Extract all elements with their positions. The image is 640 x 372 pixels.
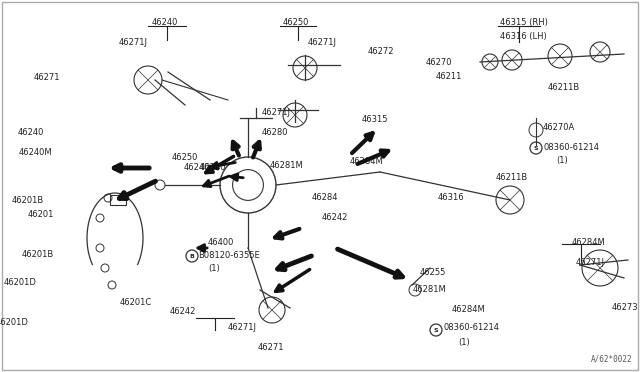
Text: 46272: 46272 [368, 48, 394, 57]
Text: 46240M: 46240M [19, 148, 52, 157]
Text: (1): (1) [458, 337, 470, 346]
Text: 46284M: 46284M [452, 305, 486, 314]
Text: 46280: 46280 [262, 128, 289, 137]
Text: 46284M: 46284M [572, 238, 605, 247]
Text: 46201B: 46201B [12, 196, 44, 205]
Text: B08120-6355E: B08120-6355E [198, 250, 260, 260]
Text: 46240: 46240 [184, 164, 210, 173]
Text: 46280: 46280 [200, 164, 226, 173]
Text: 46271J: 46271J [576, 258, 605, 267]
Text: 46284M: 46284M [350, 157, 384, 167]
Text: 46271: 46271 [33, 74, 60, 83]
Text: 46201D: 46201D [0, 318, 28, 327]
Text: 46281M: 46281M [413, 285, 447, 294]
Text: 46201C: 46201C [120, 298, 152, 307]
Text: 46273: 46273 [612, 304, 639, 312]
Text: 46201B: 46201B [22, 250, 54, 259]
Text: 08360-61214: 08360-61214 [543, 144, 599, 153]
Text: 46242: 46242 [322, 214, 348, 222]
Text: S: S [534, 145, 538, 151]
Text: 46240: 46240 [152, 18, 178, 27]
Text: 46255: 46255 [420, 268, 446, 277]
Text: S: S [434, 327, 438, 333]
Text: 46201D: 46201D [3, 278, 36, 287]
Text: 46315: 46315 [362, 115, 388, 125]
Text: 46271J: 46271J [228, 324, 257, 333]
Text: 08360-61214: 08360-61214 [443, 324, 499, 333]
Text: 46211B: 46211B [548, 83, 580, 93]
Text: 46240: 46240 [18, 128, 44, 137]
Text: 46250: 46250 [172, 154, 198, 163]
Text: A/62*0022: A/62*0022 [590, 355, 632, 364]
Text: 46316: 46316 [438, 193, 465, 202]
Bar [110, 195, 126, 205]
Text: 46271J: 46271J [119, 38, 148, 47]
Text: 46281M: 46281M [270, 160, 304, 170]
Text: 46211: 46211 [436, 72, 462, 81]
Text: 46400: 46400 [208, 238, 234, 247]
Text: 46271J: 46271J [262, 108, 291, 117]
Text: 46250: 46250 [283, 18, 309, 27]
Text: 46270: 46270 [426, 58, 452, 67]
Text: 46316 (LH): 46316 (LH) [500, 32, 547, 41]
Text: 46271J: 46271J [308, 38, 337, 47]
Text: 46271: 46271 [258, 343, 285, 353]
Text: 46201: 46201 [28, 210, 54, 219]
Text: 46315 (RH): 46315 (RH) [500, 18, 548, 27]
Text: 46284: 46284 [312, 193, 339, 202]
Text: 46242: 46242 [170, 308, 196, 317]
Text: B: B [189, 253, 195, 259]
Text: 46270A: 46270A [543, 124, 575, 132]
Text: (1): (1) [556, 155, 568, 164]
Text: (1): (1) [208, 263, 220, 273]
Text: 46211B: 46211B [496, 173, 528, 183]
